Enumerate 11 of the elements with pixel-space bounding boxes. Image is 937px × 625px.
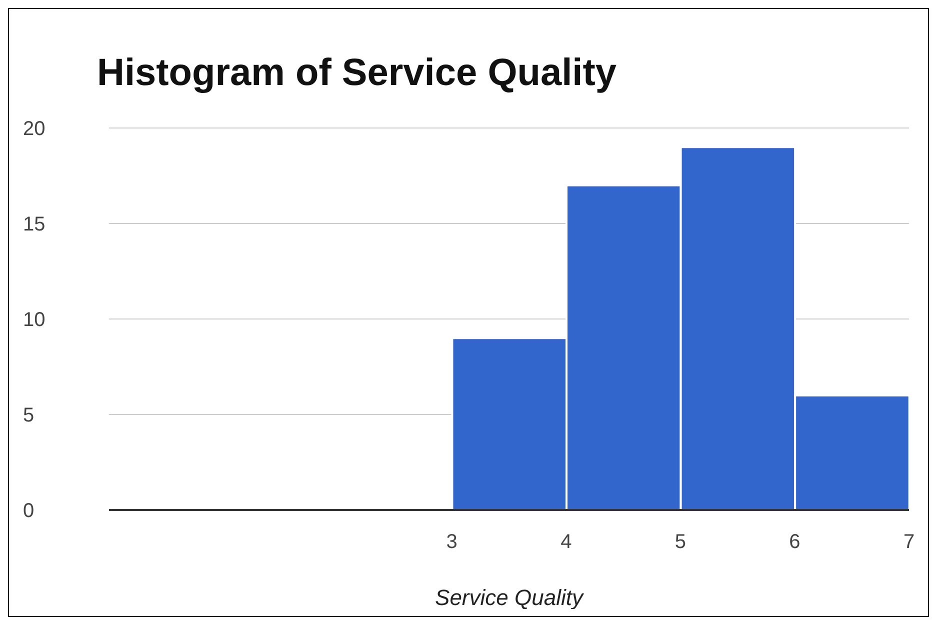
x-tick-label: 7 xyxy=(903,531,915,554)
x-tick-label: 5 xyxy=(674,531,686,554)
x-tick-label: 6 xyxy=(789,531,800,554)
y-tick-label: 20 xyxy=(23,118,46,140)
x-tick-label: 4 xyxy=(560,531,572,554)
y-tick-label: 5 xyxy=(23,404,34,427)
y-tick-label: 0 xyxy=(23,500,34,522)
chart-title: Histogram of Service Quality xyxy=(97,52,616,95)
y-tick-label: 15 xyxy=(23,214,46,236)
y-tick-label: 10 xyxy=(23,309,46,332)
x-tick-label: 3 xyxy=(446,531,458,554)
